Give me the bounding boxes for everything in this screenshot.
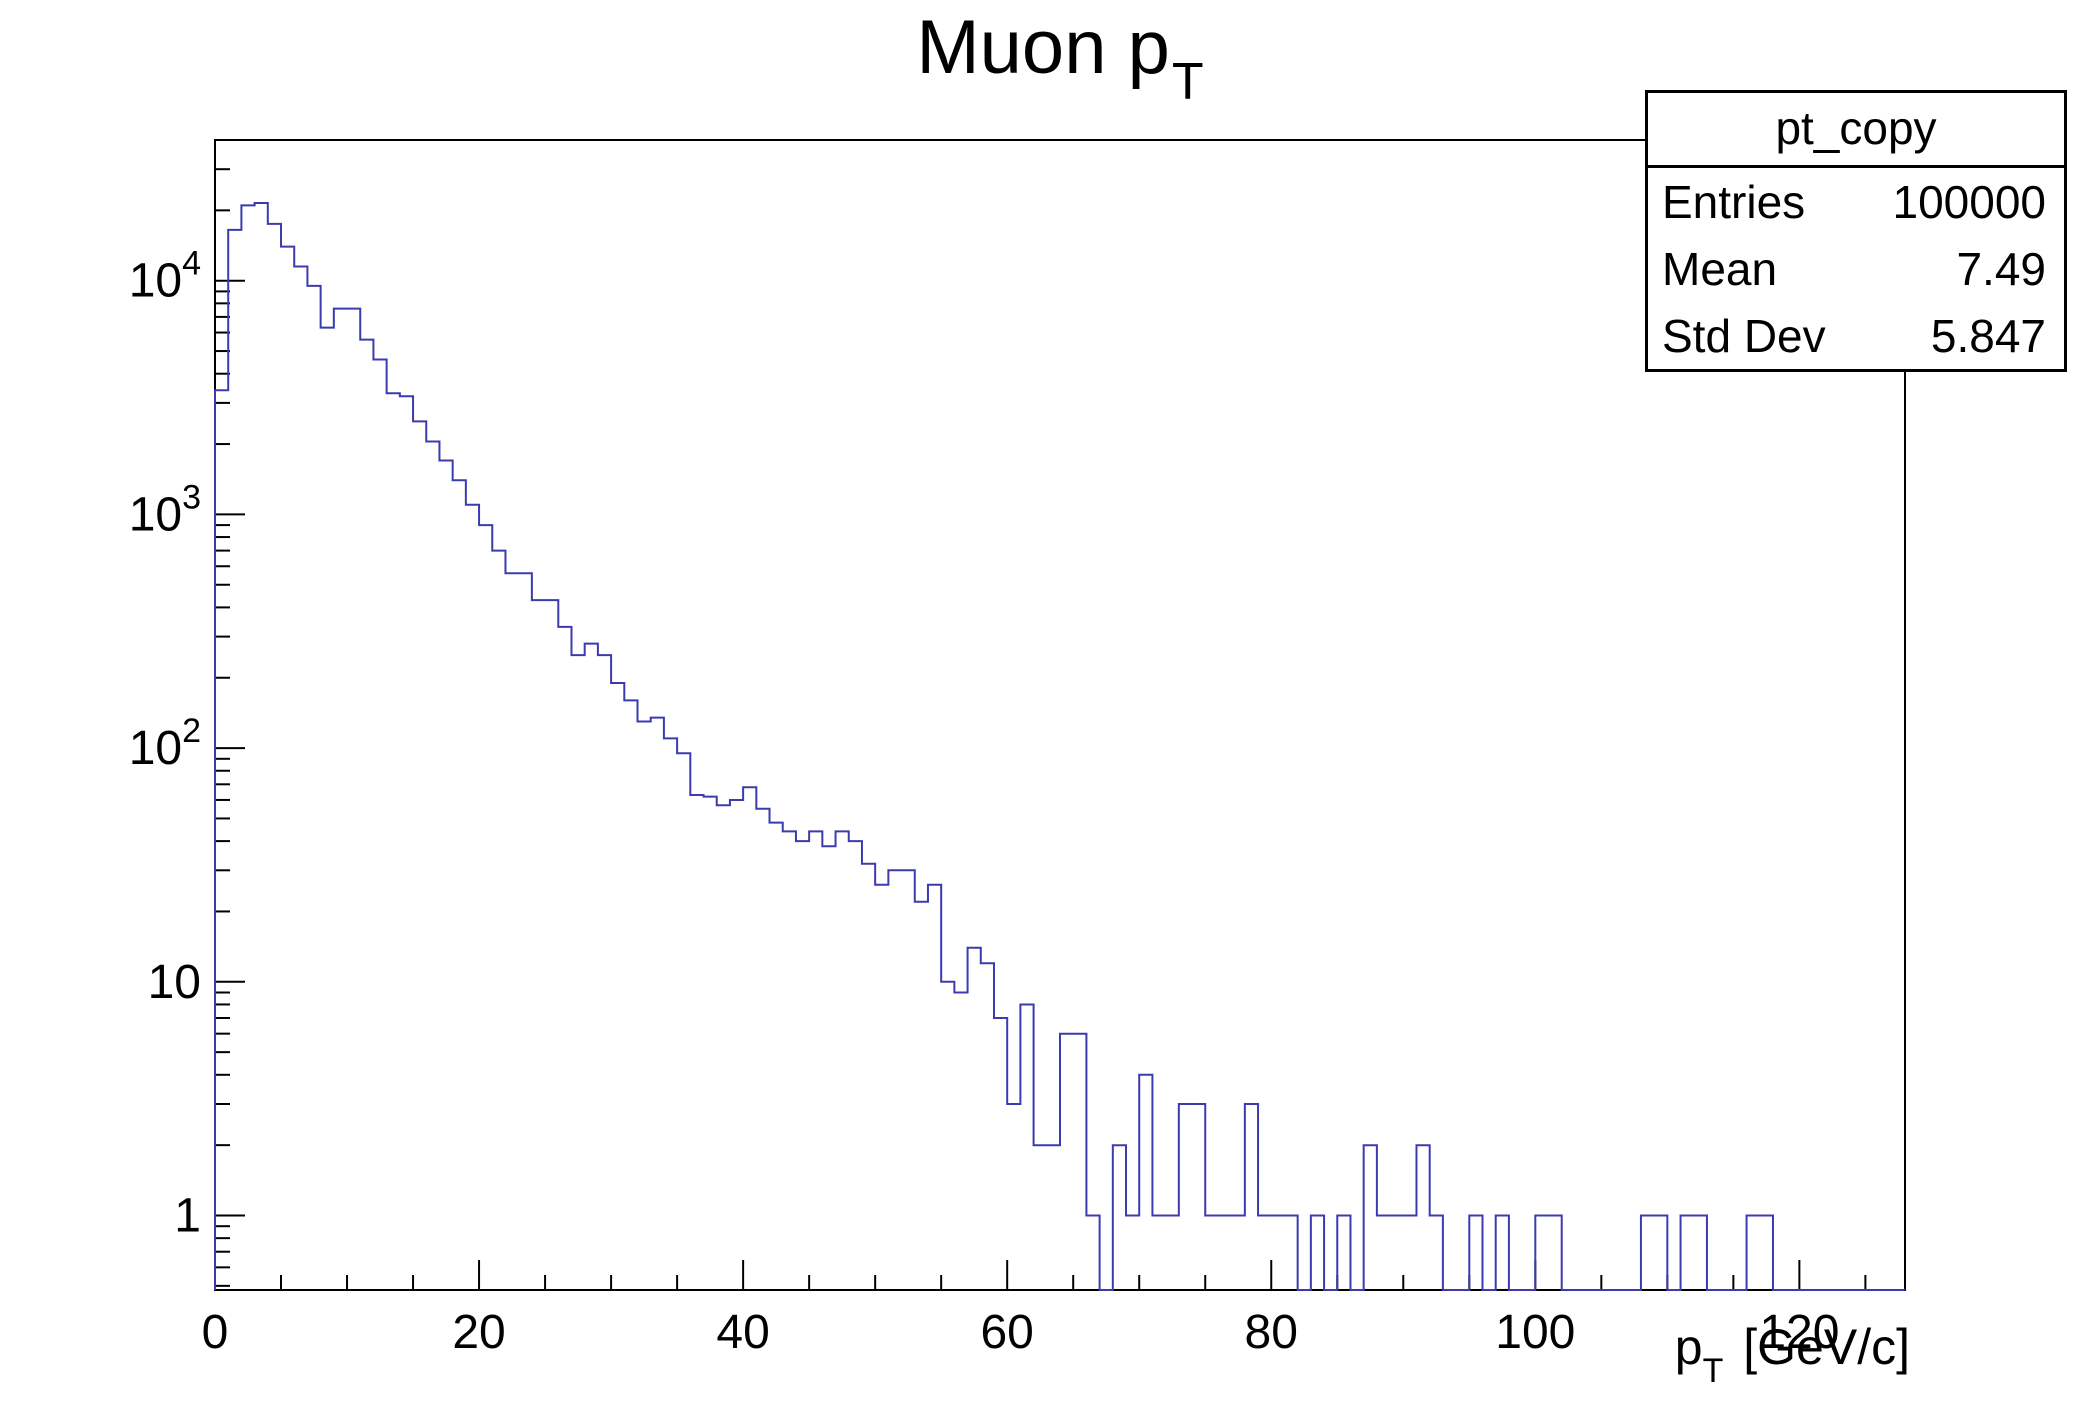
x-axis-title-units: [GeV/c] [1729,1319,1910,1375]
stats-box-title: pt_copy [1648,93,2064,168]
y-tick-label: 103 [129,478,201,541]
y-tick-label: 102 [129,712,201,775]
stat-value: 5.847 [1930,310,2046,362]
plot-title: Muon pT [215,5,1905,111]
stats-row-stddev: Std Dev 5.847 [1648,302,2064,369]
stat-label: Entries [1662,176,1806,228]
plot-title-main: Muon p [916,5,1170,90]
stat-label: Mean [1662,243,1778,295]
x-tick-label: 60 [980,1306,1033,1359]
y-tick-label: 104 [129,245,201,308]
x-axis-title: pT [GeV/c] [1674,1318,1910,1390]
stat-label: Std Dev [1662,310,1826,362]
y-tick-label: 10 [148,956,201,1009]
y-tick-label: 1 [174,1190,201,1243]
histogram-line [214,202,1905,1291]
plot-title-subscript: T [1171,53,1204,111]
x-tick-label: 120 [1759,1306,1839,1359]
stat-value: 7.49 [1956,243,2046,295]
stats-box: pt_copy Entries 100000 Mean 7.49 Std Dev… [1645,90,2067,372]
stats-row-mean: Mean 7.49 [1648,235,2064,302]
x-tick-label: 100 [1495,1306,1575,1359]
x-axis-title-subscript: T [1702,1352,1724,1390]
x-tick-label: 20 [452,1306,505,1359]
stat-value: 100000 [1892,176,2047,228]
x-tick-label: 0 [202,1306,229,1359]
x-tick-label: 80 [1245,1306,1298,1359]
x-tick-label: 40 [716,1306,769,1359]
stats-row-entries: Entries 100000 [1648,168,2064,235]
x-axis-title-main: p [1674,1319,1703,1375]
